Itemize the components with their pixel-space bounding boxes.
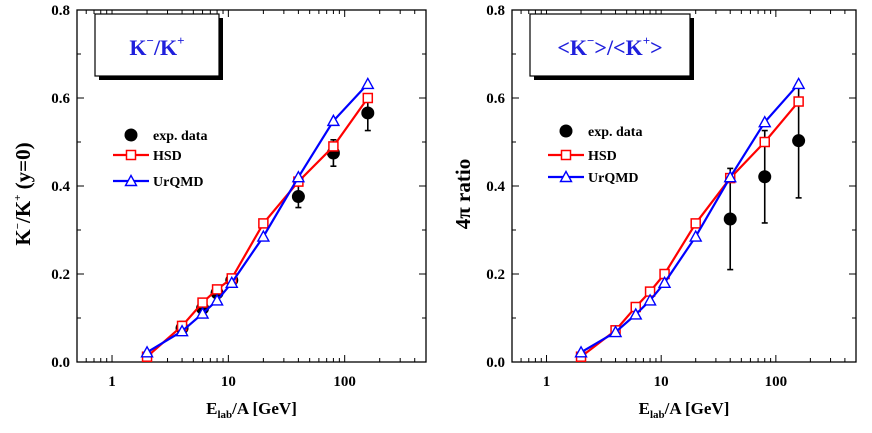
left-hsd-marker xyxy=(362,92,374,104)
right-urqmd-marker xyxy=(643,293,657,306)
title-slash: /K xyxy=(153,35,177,60)
left-hsd-marker xyxy=(211,284,223,295)
left-urqmd-marker xyxy=(256,229,271,242)
left-urqmd-marker xyxy=(195,306,210,319)
right-legend-label-exp-data: exp. data xyxy=(588,125,642,140)
xlabel-subscript: lab xyxy=(650,409,665,421)
right-panel: 1 10 100 0.0 0.2 0.4 0.6 0.8 Elab/A [GeV] 4π rati… xyxy=(451,3,857,421)
right-urqmd-marker xyxy=(657,275,672,288)
left-hsd-marker xyxy=(197,297,208,308)
right-y-tick-label: 0.0 xyxy=(486,355,505,371)
xlabel-main: E xyxy=(639,399,650,418)
right-urqmd-marker xyxy=(574,345,588,358)
right-urqmd-marker xyxy=(629,307,643,320)
right-data-point xyxy=(723,212,737,226)
title-slash: >/<K xyxy=(594,35,642,60)
ylabel-sup2: + xyxy=(12,195,24,201)
left-hsd-marker xyxy=(258,218,269,229)
left-legend-label-hsd: HSD xyxy=(153,149,182,164)
title-sup-b: + xyxy=(177,33,184,48)
title-sup-a: − xyxy=(147,33,154,48)
right-hsd-marker xyxy=(793,96,804,107)
left-y-tick-label: 0.0 xyxy=(51,355,70,371)
left-urqmd-marker xyxy=(140,345,154,358)
left-y-axis-label: K−/K+ (y=0) xyxy=(11,142,35,245)
left-legend-urqmd-marker xyxy=(124,174,138,187)
right-urqmd-marker xyxy=(689,229,703,242)
ylabel-main: K xyxy=(11,229,35,246)
right-title-box xyxy=(529,13,691,77)
left-data-point xyxy=(291,190,305,204)
left-legend-exp-marker xyxy=(124,128,138,142)
right-legend-label-hsd: HSD xyxy=(588,149,617,164)
right-hsd-marker xyxy=(759,136,770,148)
title-part-a: <K xyxy=(557,35,587,60)
right-legend-exp-marker xyxy=(559,124,573,138)
left-urqmd-marker xyxy=(326,113,341,127)
right-y-axis-label: 4π ratio xyxy=(451,159,475,229)
ylabel-tail: (y=0) xyxy=(11,142,35,194)
left-data-point xyxy=(361,106,375,120)
right-x-tick-label: 100 xyxy=(765,374,788,390)
xlabel-tail: /A [GeV] xyxy=(231,399,297,418)
right-y-tick-label: 0.4 xyxy=(486,179,505,195)
right-urqmd-marker xyxy=(758,115,772,128)
right-urqmd-marker xyxy=(608,325,623,338)
title-part-a: K xyxy=(129,35,146,60)
right-x-axis-label: Elab/A [GeV] xyxy=(639,399,730,421)
right-x-tick-label: 10 xyxy=(654,374,669,390)
right-legend-label-urqmd: UrQMD xyxy=(588,171,639,186)
left-hsd-marker xyxy=(328,141,339,152)
right-y-tick-label: 0.8 xyxy=(486,3,505,19)
left-legend-hsd-marker xyxy=(125,149,137,161)
left-title-box xyxy=(94,13,220,77)
left-x-tick-label: 1 xyxy=(108,374,116,390)
left-urqmd-marker xyxy=(361,76,375,90)
left-urqmd-marker xyxy=(225,275,239,288)
xlabel-tail: /A [GeV] xyxy=(664,399,730,418)
left-x-axis-label: Elab/A [GeV] xyxy=(206,399,297,421)
left-y-tick-label: 0.4 xyxy=(51,179,70,195)
left-urqmd-marker xyxy=(175,324,189,337)
right-y-tick-label: 0.2 xyxy=(486,267,505,283)
right-data-point xyxy=(792,134,806,148)
right-hsd-marker xyxy=(690,218,701,229)
right-data-point xyxy=(758,170,772,184)
left-urqmd-marker xyxy=(291,170,306,183)
left-x-tick-label: 100 xyxy=(333,374,356,390)
left-legend-label-exp-data: exp. data xyxy=(153,129,207,144)
left-urqmd-marker xyxy=(210,293,224,306)
ylabel-main: 4π ratio xyxy=(451,159,475,229)
right-y-tick-label: 0.6 xyxy=(486,91,505,107)
right-urqmd-marker xyxy=(723,170,737,183)
right-urqmd-marker xyxy=(791,76,806,90)
left-legend-label-urqmd: UrQMD xyxy=(153,175,204,190)
right-title-text: <K−>/<K+> xyxy=(557,33,662,60)
right-x-tick-label: 1 xyxy=(543,374,551,390)
xlabel-main: E xyxy=(206,399,217,418)
ylabel-mid: /K xyxy=(11,200,35,224)
xlabel-subscript: lab xyxy=(217,409,232,421)
right-legend-urqmd-marker xyxy=(559,170,573,183)
right-legend-hsd-marker xyxy=(560,149,572,161)
left-y-tick-label: 0.2 xyxy=(51,267,70,283)
left-y-tick-label: 0.8 xyxy=(51,3,70,19)
left-title-text: K−/K+ xyxy=(129,33,184,60)
left-y-tick-label: 0.6 xyxy=(51,91,70,107)
title-sup-a: − xyxy=(587,33,594,48)
title-tail: > xyxy=(650,35,663,60)
left-x-tick-label: 10 xyxy=(221,374,236,390)
ylabel-sup1: − xyxy=(12,223,24,229)
title-sup-b: + xyxy=(643,33,650,48)
